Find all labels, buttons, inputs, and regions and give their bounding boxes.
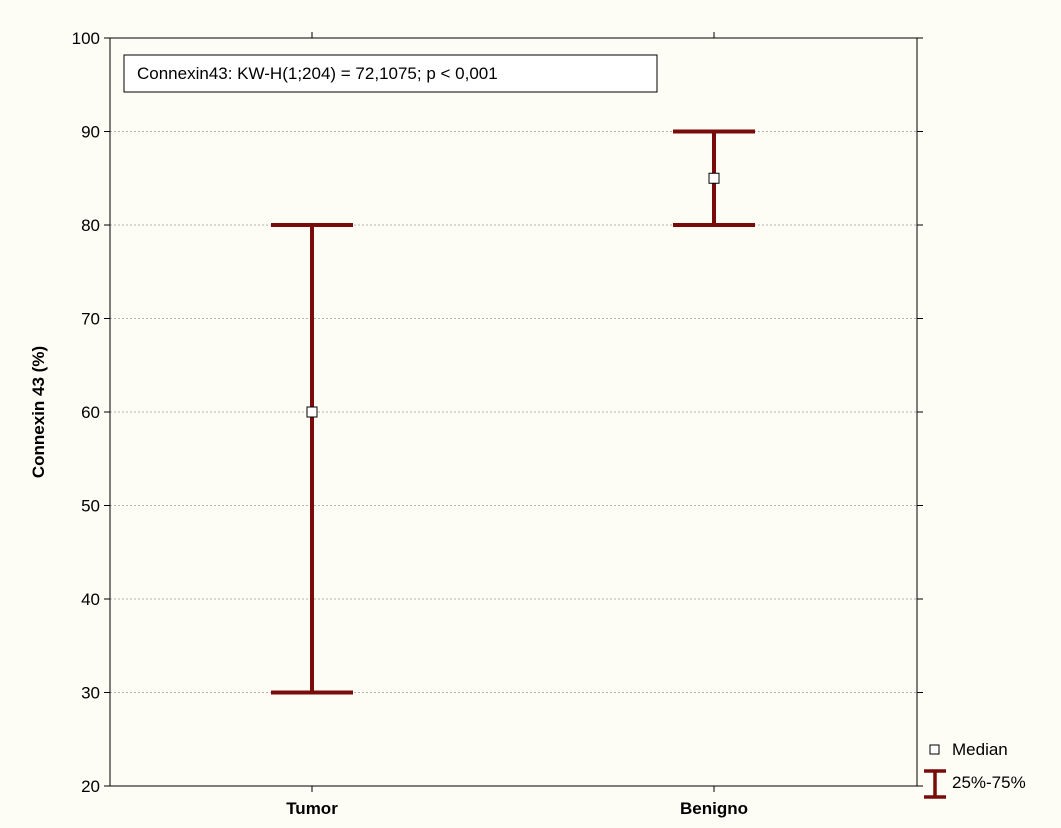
y-tick-label: 90 [81,123,100,142]
category-label: Tumor [286,799,338,818]
legend-iqr-label: 25%-75% [952,773,1026,792]
y-tick-label: 40 [81,590,100,609]
y-tick-label: 60 [81,403,100,422]
grid-layer [110,131,917,693]
y-tick-label: 20 [81,777,100,796]
annotation-frame [123,54,658,93]
y-tick-label: 50 [81,497,100,516]
median-marker [708,172,720,184]
legend-median-marker [929,744,940,755]
marks-layer [271,129,755,695]
y-tick-label: 100 [72,29,100,48]
legend-median-label: Median [952,740,1008,759]
ticks-layer: 20 30 40 50 60 70 80 90 100 Tumor Benigno [72,29,923,818]
y-tick-label: 80 [81,216,100,235]
legend: Median 25%-75% [924,740,1026,799]
category-label: Benigno [680,799,748,818]
legend-iqr-icon [924,769,946,799]
y-axis-title: Connexin 43 (%) [29,346,48,478]
annotation-text: Connexin43: KW-H(1;204) = 72,1075; p < 0… [137,64,498,83]
median-marker [306,406,318,418]
iqr-whisker-benigno [673,129,755,227]
iqr-whisker-tumor [271,223,353,695]
y-tick-label: 30 [81,684,100,703]
y-tick-label: 70 [81,310,100,329]
annotation-box: Connexin43: KW-H(1;204) = 72,1075; p < 0… [123,54,658,93]
